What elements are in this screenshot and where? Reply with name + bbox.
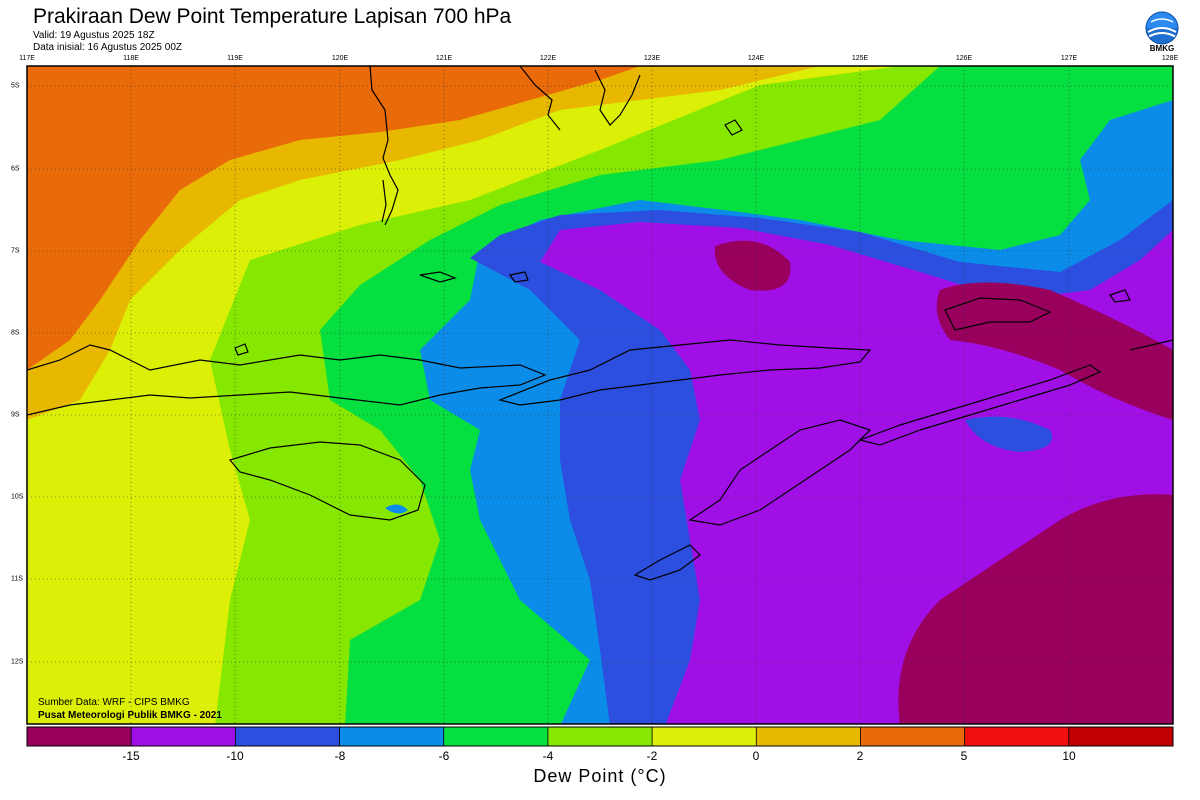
bmkg-logo-icon xyxy=(1145,11,1179,45)
logo-label: BMKG xyxy=(1149,44,1175,53)
valid-time: Valid: 19 Agustus 2025 18Z xyxy=(33,30,155,41)
gridlines xyxy=(27,66,1173,724)
lat-label: 9S xyxy=(11,411,20,419)
colorbar-cell xyxy=(547,727,653,746)
green-patch xyxy=(1010,164,1032,174)
selayar-coastline xyxy=(381,179,387,223)
colorbar-tick-label: -10 xyxy=(226,749,244,763)
lat-label: 10S xyxy=(11,493,24,501)
timor-coastline xyxy=(688,419,872,526)
colorbar-cell xyxy=(339,727,445,746)
colorbar-tick-label: 2 xyxy=(856,749,864,763)
lon-label: 127E xyxy=(1060,55,1078,62)
colorbar-cell xyxy=(652,727,757,746)
colorbar-cell xyxy=(1068,727,1174,746)
colorbar-cell xyxy=(235,727,341,746)
lombok-sumbawa-coastline xyxy=(27,344,547,416)
northeast-islands-coastline xyxy=(1109,289,1131,303)
colorbar-tick-label: -6 xyxy=(438,749,450,763)
map-frame xyxy=(26,65,1174,725)
lat-label: 11S xyxy=(11,575,23,583)
magenta-area-below-minus15 xyxy=(714,240,791,291)
lon-label: 122E xyxy=(539,55,557,62)
lon-label: 118E xyxy=(123,55,139,62)
publisher-credit: Pusat Meteorologi Publik BMKG - 2021 xyxy=(38,710,222,721)
colorbar-cell xyxy=(443,727,549,746)
lon-label: 124E xyxy=(747,55,765,62)
island-south-east-coastline xyxy=(1129,339,1173,351)
colorbar-cell xyxy=(860,727,966,746)
colorbar-tick-label: -2 xyxy=(646,749,658,763)
lon-label: 128E xyxy=(1161,55,1179,62)
lon-label: 117E xyxy=(19,55,35,62)
lon-label: 119E xyxy=(227,55,243,62)
flores-coastline xyxy=(498,339,872,406)
magenta-area-below-minus15 xyxy=(936,282,1173,420)
colorbar-cell xyxy=(27,727,132,746)
data-source-credit: Sumber Data: WRF - CIPS BMKG xyxy=(38,697,190,708)
colorbar-cell xyxy=(131,727,236,746)
colorbar-tick-label: -15 xyxy=(122,749,140,763)
lon-label: 120E xyxy=(331,55,349,62)
colorbar-title: Dew Point (°C) xyxy=(533,766,667,786)
savu-rote-coastline xyxy=(633,544,701,581)
lon-label: 121E xyxy=(435,55,453,62)
colorbar-tick-label: 5 xyxy=(960,749,968,763)
tanimbar-coastline xyxy=(944,297,1052,331)
colorbar-cell xyxy=(964,727,1070,746)
cyan-patch xyxy=(385,504,408,514)
lat-label: 8S xyxy=(11,329,20,337)
magenta-area-below-minus15 xyxy=(898,494,1173,724)
coastlines xyxy=(27,66,1173,581)
wetar-coastline xyxy=(857,364,1102,446)
kabaena-coastline xyxy=(419,271,457,283)
map-title: Prakiraan Dew Point Temperature Lapisan … xyxy=(33,5,512,28)
sumba-islet-coastline xyxy=(234,343,249,356)
colorbar-tick-label: 0 xyxy=(752,749,760,763)
initial-data-time: Data inisial: 16 Agustus 2025 00Z xyxy=(33,42,182,53)
dewpoint-contours xyxy=(27,66,1173,724)
lat-label: 5S xyxy=(11,82,20,90)
sulawesi-coastline xyxy=(369,66,399,226)
colorbar-tick-label: -8 xyxy=(334,749,346,763)
sumba-coastline xyxy=(228,441,426,521)
lon-label: 126E xyxy=(955,55,973,62)
lat-label: 6S xyxy=(11,165,20,173)
blue-patch-minus10-minus8 xyxy=(965,416,1052,452)
colorbar-frame xyxy=(26,726,1174,747)
buton-coastline xyxy=(594,69,641,126)
colorbar-cell xyxy=(756,727,861,746)
lon-label: 125E xyxy=(851,55,869,62)
lat-label: 7S xyxy=(11,247,20,255)
colorbar-tick-label: -4 xyxy=(542,749,554,763)
sulawesi-southeast-coastline xyxy=(519,66,561,131)
flores-islets-coastline xyxy=(508,271,529,283)
colorbar xyxy=(26,726,1174,747)
lon-label: 123E xyxy=(643,55,661,62)
banda-islets-coastline xyxy=(724,119,743,136)
deep-orange-band-2-5 xyxy=(27,66,640,370)
lat-label: 12S xyxy=(11,658,24,666)
colorbar-tick-label: 10 xyxy=(1062,749,1076,763)
